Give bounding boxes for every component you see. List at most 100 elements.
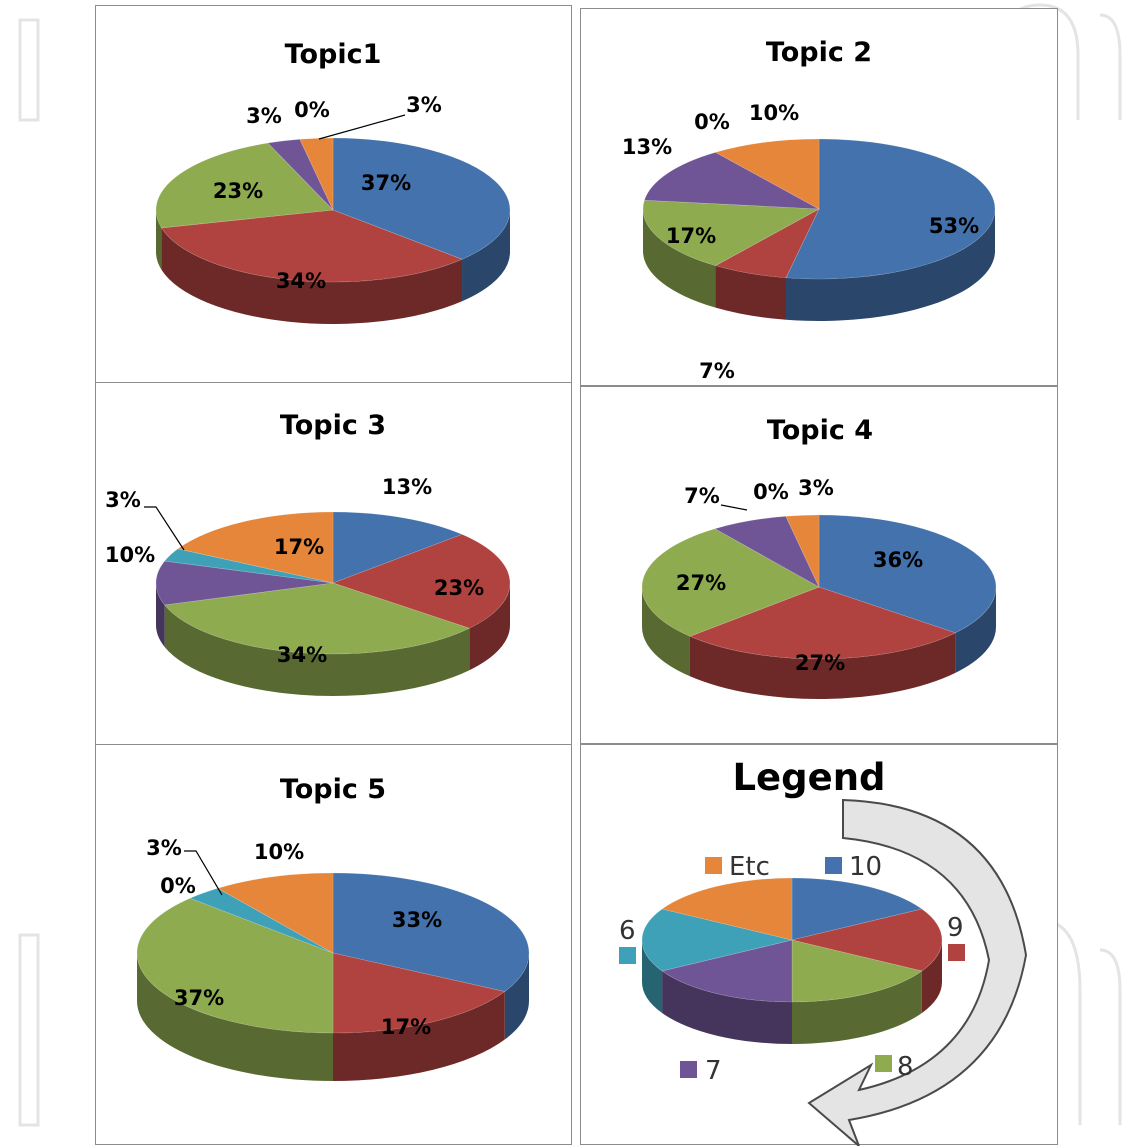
topic3-label-10: 13% — [382, 475, 432, 499]
legend-pie-slice-9 — [791, 908, 943, 972]
rotation-arrow-icon — [807, 798, 1028, 1146]
topic5-side-10 — [504, 953, 529, 1040]
topic4-leader-6 — [720, 504, 748, 511]
topic2-slice-etc — [714, 138, 820, 210]
legend-label-8: 8 — [897, 1052, 914, 1082]
topic3-side-8 — [164, 604, 470, 696]
legend-label-10: 10 — [849, 852, 882, 882]
legend-panel: Legend Etc 10 9 6 7 8 — [580, 744, 1058, 1146]
topic3-label-8: 34% — [277, 643, 327, 667]
topic4-label-6: 0% — [753, 480, 789, 504]
legend-pie-side-9 — [921, 940, 942, 1013]
topic4-label-8: 27% — [676, 571, 726, 595]
topic2-label-8: 17% — [666, 224, 716, 248]
topic1-slice-8 — [155, 142, 334, 229]
topic4-title: Topic 4 — [767, 415, 873, 446]
topic5-side-8 — [137, 953, 333, 1081]
topic1-side-8 — [156, 210, 162, 270]
topic3-slice-9 — [332, 534, 511, 629]
topic3-label-6: 3% — [105, 488, 141, 512]
topic5-side-9 — [333, 991, 505, 1081]
topic1-slice-7 — [267, 138, 334, 211]
legend-swatch-10 — [825, 857, 842, 874]
topic1-side-10 — [462, 210, 510, 302]
topic1-leader-etc — [318, 114, 406, 140]
topic3-label-etc: 17% — [274, 535, 324, 559]
topic4-slice-etc — [785, 514, 820, 588]
topic4-label-10: 36% — [873, 548, 923, 572]
topic2-title: Topic 2 — [766, 37, 872, 68]
legend-label-7: 7 — [705, 1056, 722, 1086]
topic5-slice-8 — [136, 897, 334, 1034]
topic2-panel: Topic 2 53% 7% 17% 13% 0% 10% — [580, 8, 1058, 386]
topic1-label-etc: 3% — [406, 93, 442, 117]
topic2-side-8 — [643, 209, 716, 308]
topic5-panel: Topic 5 33% 17% 37% 0% 3% 10% — [95, 744, 572, 1145]
topic2-pie: Topic 2 53% 7% 17% 13% 0% 10% — [622, 37, 996, 383]
topic3-slice-6 — [164, 548, 334, 584]
legend-label-etc: Etc — [729, 852, 770, 882]
topic2-slice-10 — [785, 138, 996, 280]
topic4-label-9: 27% — [795, 651, 845, 675]
topic3-slice-7 — [155, 560, 334, 606]
topic1-label-7: 3% — [246, 104, 282, 128]
topic1-slice-etc — [299, 137, 334, 211]
topic2-label-10: 53% — [929, 214, 979, 238]
topic5-title: Topic 5 — [280, 774, 386, 805]
topic1-label-9: 34% — [276, 269, 326, 293]
legend-pie-side-8 — [792, 971, 922, 1044]
topic1-label-6: 0% — [294, 98, 330, 122]
legend-swatch-8 — [875, 1055, 892, 1072]
topic3-title: Topic 3 — [280, 410, 386, 441]
topic1-pie: Topic1 37% 34% 23% 3% 0% 3% — [155, 39, 511, 325]
topic2-label-6: 0% — [694, 110, 730, 134]
topic1-panel: Topic1 37% 34% 23% 3% 0% 3% — [95, 5, 572, 383]
topic1-slice-9 — [161, 209, 463, 283]
legend-pie-slice-8 — [791, 939, 923, 1003]
topic1-side-9 — [161, 227, 463, 325]
topic4-side-10 — [955, 587, 996, 673]
legend-swatch-7 — [680, 1061, 697, 1078]
topic3-label-7: 10% — [105, 543, 155, 567]
topic1-label-8: 23% — [213, 179, 263, 203]
topic3-slice-etc — [177, 511, 334, 584]
topic5-label-8: 37% — [174, 986, 224, 1010]
topic5-label-10: 33% — [392, 908, 442, 932]
topic4-label-7: 7% — [684, 484, 720, 508]
legend-pie-slice-6 — [641, 908, 793, 972]
legend-pie: Legend Etc 10 9 6 7 8 — [619, 756, 1028, 1146]
legend-pie-side-7 — [662, 971, 792, 1044]
topic3-leader-6 — [144, 506, 185, 551]
topic3-slice-10 — [332, 511, 463, 584]
topic3-label-9: 23% — [434, 576, 484, 600]
legend-swatch-6 — [619, 947, 636, 964]
topic5-pie: Topic 5 33% 17% 37% 0% 3% 10% — [136, 774, 530, 1081]
topic2-side-10 — [786, 209, 995, 321]
topic5-slice-etc — [217, 872, 334, 954]
topic5-leader-6 — [184, 850, 223, 896]
topic2-label-9: 7% — [699, 359, 735, 383]
legend-pie-side-6 — [642, 940, 663, 1013]
topic1-slice-10 — [332, 137, 511, 260]
topic2-slice-7 — [643, 152, 820, 210]
topic4-pie: Topic 4 36% 27% 27% 7% 0% 3% — [641, 415, 997, 699]
topic5-slice-10 — [332, 872, 530, 992]
topic2-slice-8 — [642, 199, 821, 266]
legend-label-9: 9 — [947, 913, 964, 943]
legend-pie-slice-10 — [791, 877, 923, 941]
topic4-slice-9 — [689, 586, 957, 660]
topic3-side-7 — [156, 583, 165, 647]
topic4-label-etc: 3% — [798, 476, 834, 500]
legend-swatch-9 — [948, 944, 965, 961]
topic4-side-8 — [642, 587, 690, 677]
topic4-slice-7 — [714, 515, 820, 588]
topic4-slice-10 — [818, 514, 997, 634]
topic5-label-9: 17% — [381, 1015, 431, 1039]
topic1-title: Topic1 — [285, 39, 382, 70]
topic3-panel: Topic 3 13% 23% 34% 10% 3% 17% — [95, 382, 572, 746]
topic4-side-9 — [689, 632, 956, 699]
topic5-label-etc: 10% — [254, 840, 304, 864]
topic3-slice-8 — [164, 582, 471, 655]
topic2-side-9 — [715, 265, 787, 320]
legend-label-6: 6 — [619, 916, 636, 946]
